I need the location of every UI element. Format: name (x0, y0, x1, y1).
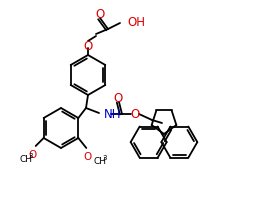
Text: CH: CH (93, 156, 106, 165)
Text: O: O (95, 7, 105, 20)
Text: O: O (113, 91, 123, 104)
Text: OH: OH (127, 16, 145, 29)
Text: O: O (130, 108, 140, 121)
Text: CH: CH (20, 154, 33, 163)
Text: O: O (83, 39, 93, 52)
Text: 3: 3 (102, 154, 107, 160)
Text: NH: NH (104, 108, 122, 121)
Text: O: O (29, 149, 37, 159)
Text: O: O (83, 151, 91, 161)
Text: 3: 3 (29, 152, 33, 158)
